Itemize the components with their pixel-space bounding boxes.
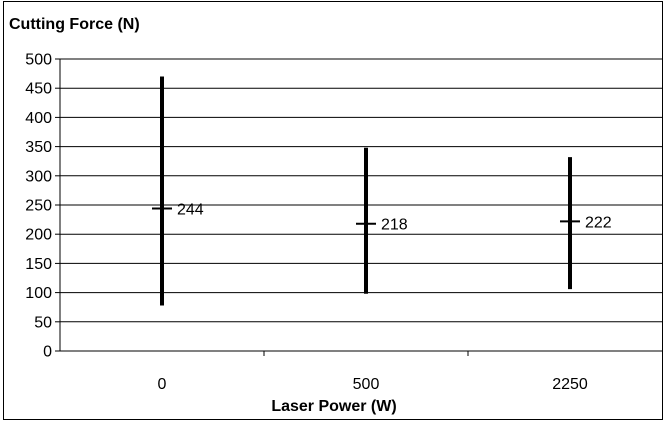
y-tick-label: 450 bbox=[25, 81, 52, 98]
y-tick-label: 100 bbox=[25, 285, 52, 302]
chart-frame bbox=[3, 1, 663, 420]
y-tick-label: 200 bbox=[25, 227, 52, 244]
y-tick-label: 500 bbox=[25, 52, 52, 69]
y-tick-label: 0 bbox=[43, 344, 52, 361]
x-tick-label: 500 bbox=[353, 376, 380, 393]
y-tick-label: 150 bbox=[25, 256, 52, 273]
data-label: 244 bbox=[177, 202, 204, 219]
y-tick-label: 250 bbox=[25, 198, 52, 215]
data-label: 222 bbox=[585, 214, 612, 231]
y-tick-label: 300 bbox=[25, 168, 52, 185]
x-tick-label: 0 bbox=[158, 376, 167, 393]
y-tick-label: 350 bbox=[25, 139, 52, 156]
y-axis-title: Cutting Force (N) bbox=[9, 16, 140, 33]
y-tick-label: 50 bbox=[34, 314, 52, 331]
data-label: 218 bbox=[381, 217, 408, 234]
y-tick-label: 400 bbox=[25, 110, 52, 127]
x-tick-label: 2250 bbox=[552, 376, 588, 393]
x-axis-title: Laser Power (W) bbox=[271, 398, 397, 415]
